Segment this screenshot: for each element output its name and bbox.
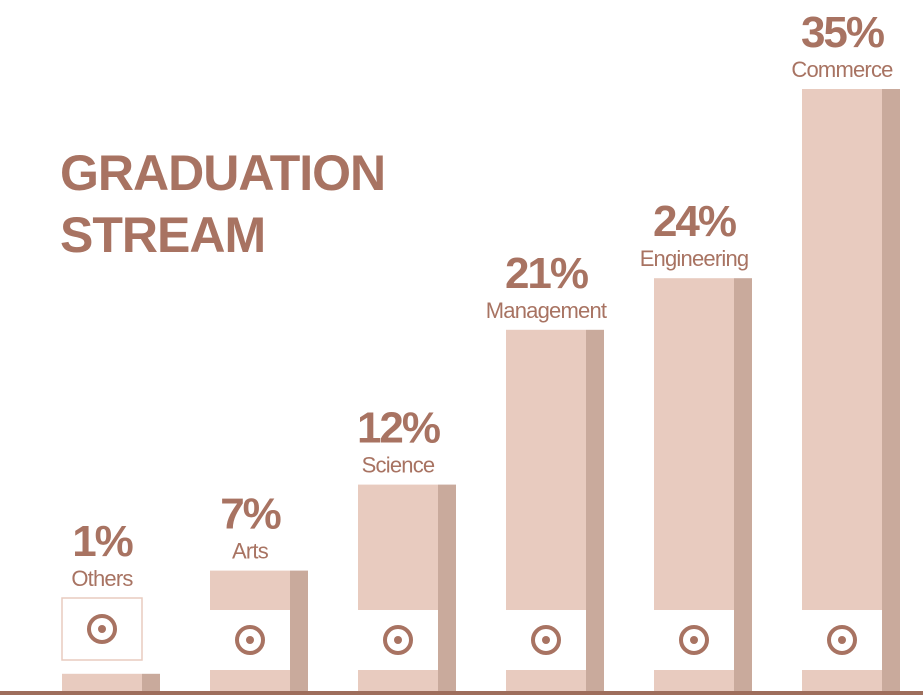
category-label: Arts	[232, 539, 269, 564]
value-label: 21%	[505, 249, 588, 298]
value-label: 7%	[220, 490, 280, 539]
icon	[531, 625, 561, 655]
bar-side	[290, 570, 308, 691]
category-label: Management	[486, 298, 607, 323]
category-label: Others	[71, 566, 133, 591]
icon	[679, 625, 709, 655]
icon	[542, 636, 550, 644]
bar-side	[142, 673, 160, 691]
icon-box	[61, 597, 143, 661]
value-label: 24%	[653, 197, 736, 246]
icon	[838, 636, 846, 644]
bars	[61, 89, 900, 691]
bar-side	[586, 329, 604, 691]
icon	[98, 625, 106, 633]
icon	[383, 625, 413, 655]
bar	[802, 89, 882, 691]
icon	[235, 625, 265, 655]
value-label: 1%	[72, 517, 132, 566]
category-label: Engineering	[640, 246, 749, 271]
category-label: Commerce	[791, 57, 893, 82]
bar-side	[438, 484, 456, 691]
bar-side	[882, 89, 900, 691]
category-label: Science	[362, 453, 435, 478]
value-label: 12%	[357, 404, 440, 453]
value-label: 35%	[801, 8, 884, 57]
bar	[62, 673, 142, 691]
icon	[246, 636, 254, 644]
icon	[827, 625, 857, 655]
icon	[87, 614, 117, 644]
icon	[394, 636, 402, 644]
bar-side	[734, 278, 752, 691]
chart-title: GRADUATION STREAM	[60, 145, 386, 263]
icon	[690, 636, 698, 644]
